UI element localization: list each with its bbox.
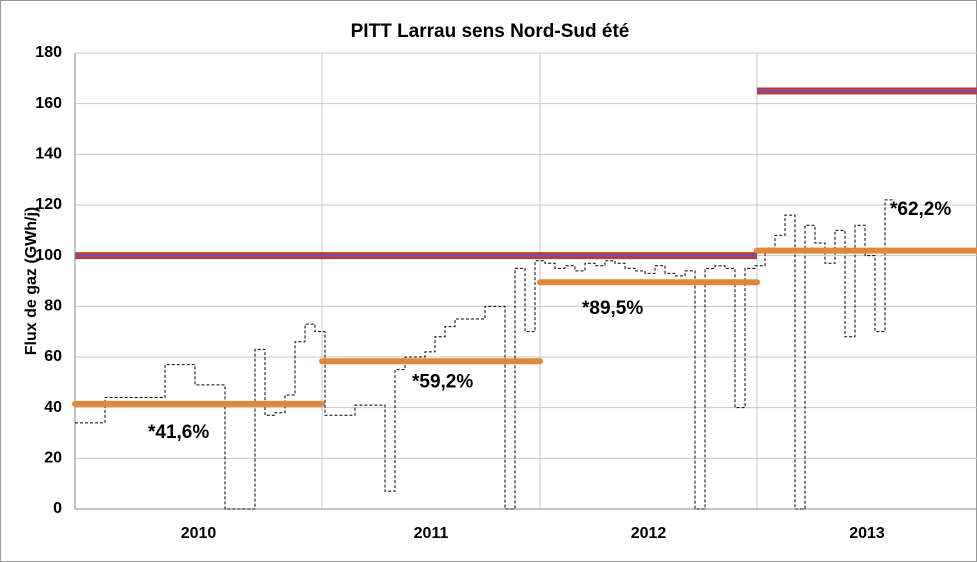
- x-tick-label: 2011: [414, 525, 449, 542]
- y-tick-label: 20: [44, 450, 62, 467]
- y-tick-label: 160: [35, 95, 62, 112]
- flow-line: [75, 199, 895, 510]
- y-tick-label: 0: [53, 500, 62, 517]
- x-tick-label: 2012: [631, 525, 667, 542]
- x-tick-label: 2010: [181, 525, 217, 542]
- y-tick-label: 80: [44, 298, 62, 315]
- annotation: *89,5%: [582, 298, 643, 319]
- y-tick-label: 40: [44, 399, 62, 416]
- y-tick-label: 120: [35, 196, 62, 213]
- y-tick-label: 100: [35, 247, 62, 264]
- annotation: *41,6%: [148, 422, 209, 443]
- x-tick-label: 2013: [849, 525, 885, 542]
- y-axis-label: Flux de gaz (GWh/j): [23, 207, 40, 355]
- annotation: *62,2%: [890, 199, 951, 220]
- annotation: *59,2%: [412, 371, 473, 392]
- chart-title: PITT Larrau sens Nord-Sud été: [351, 21, 630, 42]
- y-tick-label: 140: [35, 146, 62, 163]
- y-tick-label: 180: [35, 44, 62, 61]
- y-tick-label: 60: [44, 348, 62, 365]
